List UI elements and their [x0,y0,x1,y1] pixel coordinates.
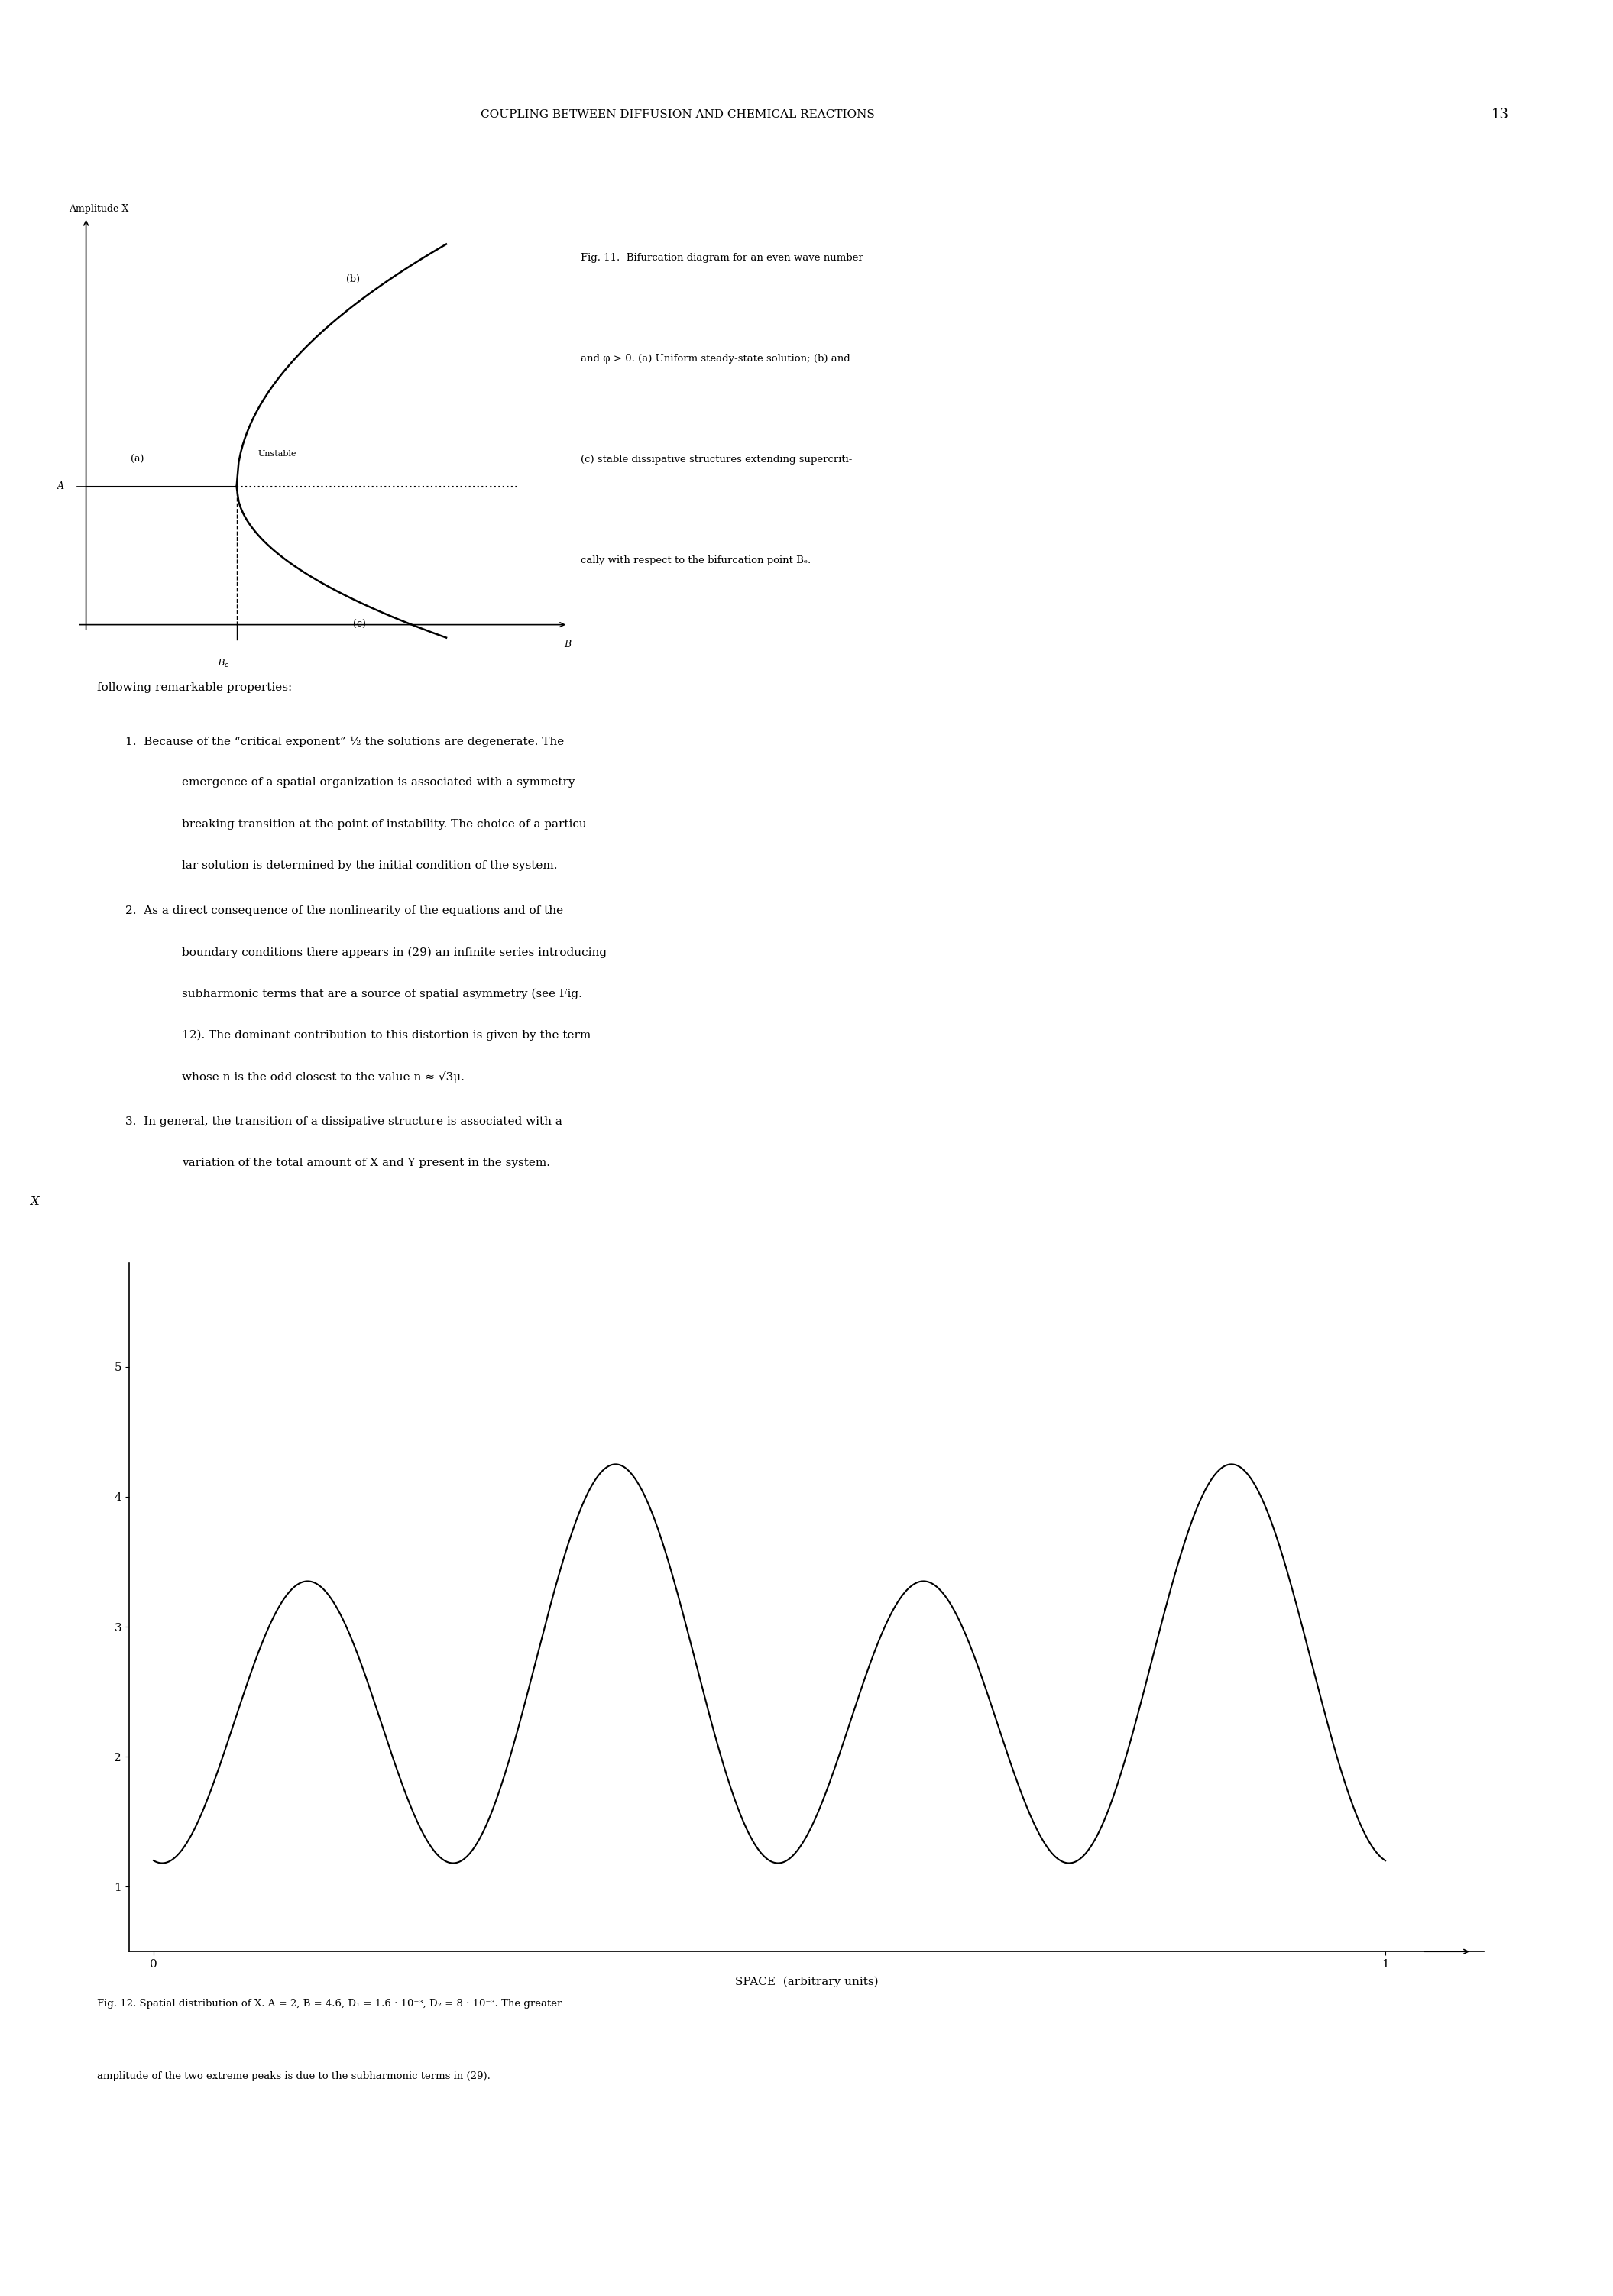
Text: variation of the total amount of X and Y present in the system.: variation of the total amount of X and Y… [182,1157,550,1169]
Text: X: X [29,1194,39,1208]
Text: (a): (a) [131,455,144,464]
Text: subharmonic terms that are a source of spatial asymmetry (see Fig.: subharmonic terms that are a source of s… [182,987,582,999]
Text: 12). The dominant contribution to this distortion is given by the term: 12). The dominant contribution to this d… [182,1029,590,1040]
Text: emergence of a spatial organization is associated with a symmetry-: emergence of a spatial organization is a… [182,778,579,788]
Text: A: A [58,482,65,491]
Text: (c): (c) [353,620,366,629]
Text: following remarkable properties:: following remarkable properties: [97,682,292,693]
Text: breaking transition at the point of instability. The choice of a particu-: breaking transition at the point of inst… [182,820,590,829]
Text: B: B [565,638,571,650]
Text: Fig. 12. Spatial distribution of X. A = 2, B = 4.6, D₁ = 1.6 · 10⁻³, D₂ = 8 · 10: Fig. 12. Spatial distribution of X. A = … [97,1998,561,2009]
Text: boundary conditions there appears in (29) an infinite series introducing: boundary conditions there appears in (29… [182,946,606,957]
Text: (c) stable dissipative structures extending supercriti-: (c) stable dissipative structures extend… [581,455,852,464]
Text: COUPLING BETWEEN DIFFUSION AND CHEMICAL REACTIONS: COUPLING BETWEEN DIFFUSION AND CHEMICAL … [481,110,874,119]
Text: Unstable: Unstable [258,450,297,457]
Text: lar solution is determined by the initial condition of the system.: lar solution is determined by the initia… [182,861,558,870]
Text: $B_c$: $B_c$ [218,657,229,668]
Text: Amplitude X: Amplitude X [69,204,129,214]
Text: 2.  As a direct consequence of the nonlinearity of the equations and of the: 2. As a direct consequence of the nonlin… [126,905,563,916]
Text: cally with respect to the bifurcation point Bₑ.: cally with respect to the bifurcation po… [581,556,811,565]
Text: whose n is the odd closest to the value n ≈ √3μ.: whose n is the odd closest to the value … [182,1070,465,1081]
X-axis label: SPACE  (arbitrary units): SPACE (arbitrary units) [736,1977,877,1986]
Text: 3.  In general, the transition of a dissipative structure is associated with a: 3. In general, the transition of a dissi… [126,1116,563,1127]
Text: 13: 13 [1492,108,1508,122]
Text: amplitude of the two extreme peaks is due to the subharmonic terms in (29).: amplitude of the two extreme peaks is du… [97,2071,490,2080]
Text: and φ > 0. (a) Uniform steady-state solution; (b) and: and φ > 0. (a) Uniform steady-state solu… [581,354,850,363]
Text: Fig. 11.  Bifurcation diagram for an even wave number: Fig. 11. Bifurcation diagram for an even… [581,253,863,262]
Text: (b): (b) [347,273,360,285]
Text: 1.  Because of the “critical exponent” ½ the solutions are degenerate. The: 1. Because of the “critical exponent” ½ … [126,737,565,746]
